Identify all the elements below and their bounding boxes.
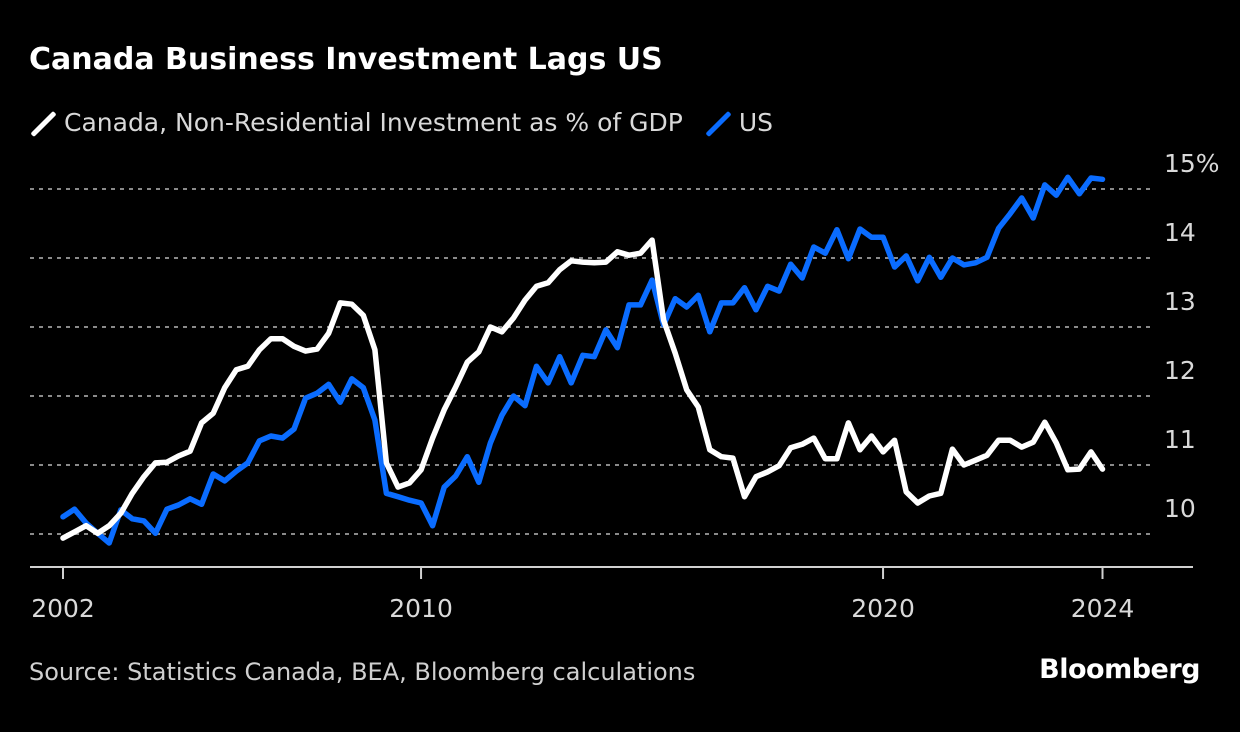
y-tick-label: 10 — [1164, 494, 1196, 523]
legend-item-canada: Canada, Non-Residential Investment as % … — [30, 108, 683, 137]
y-tick-label: 14 — [1164, 218, 1196, 247]
legend-label-us: US — [738, 108, 773, 137]
series-line-canada — [60, 237, 1106, 541]
x-tick-label: 2010 — [389, 594, 453, 623]
y-tick-label: 12 — [1164, 356, 1196, 385]
bloomberg-logo: Bloomberg — [1039, 654, 1200, 685]
x-tick-label: 2024 — [1071, 594, 1135, 623]
x-tick-label: 2002 — [31, 594, 95, 623]
legend-label-canada: Canada, Non-Residential Investment as % … — [64, 108, 683, 137]
legend: Canada, Non-Residential Investment as % … — [30, 108, 795, 137]
y-tick-label: 13 — [1164, 287, 1196, 316]
x-tick-label: 2020 — [851, 594, 915, 623]
series-line-us — [60, 174, 1106, 546]
source-note: Source: Statistics Canada, BEA, Bloomber… — [29, 658, 696, 686]
y-tick-label: 11 — [1164, 425, 1196, 454]
legend-item-us: US — [705, 108, 773, 137]
chart-title: Canada Business Investment Lags US — [29, 42, 663, 77]
y-tick-label: 15% — [1164, 149, 1220, 178]
